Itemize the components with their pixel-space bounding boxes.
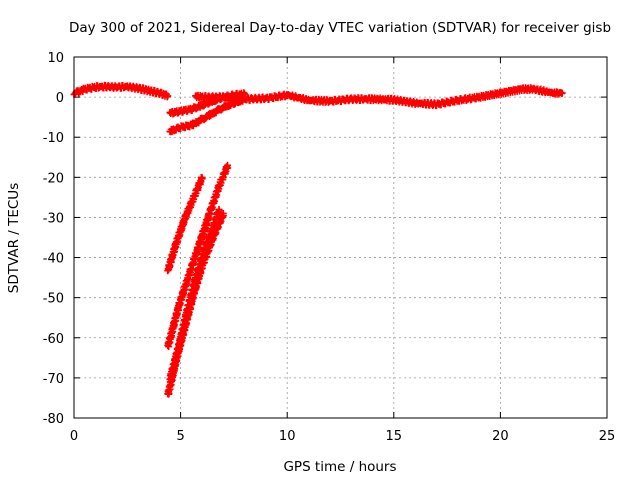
y-tick-label: 0 [56, 91, 64, 106]
ticks: 0 5 10 15 20 25 10 0 -10 -20 -30 -40 -50 -60 -70 -80 [43, 51, 616, 444]
x-tick-label: 5 [176, 429, 184, 444]
series-main-trace-2 [192, 84, 566, 110]
x-tick-label: 20 [492, 429, 509, 444]
data-point [198, 173, 206, 181]
y-tick-label: -20 [43, 171, 64, 186]
series-branch-upper [166, 89, 249, 118]
data-point [224, 161, 232, 169]
series-steep-1 [164, 173, 206, 275]
series-steep-2 [164, 161, 232, 351]
y-tick-label: -30 [43, 211, 64, 226]
chart-title: Day 300 of 2021, Sidereal Day-to-day VTE… [69, 20, 611, 36]
x-tick-label: 10 [279, 429, 296, 444]
y-tick-label: -80 [43, 412, 64, 427]
y-tick-label: -50 [43, 292, 64, 307]
data-point [241, 95, 249, 103]
data-point [215, 205, 223, 213]
series-main-trace [70, 81, 172, 101]
x-tick-label: 0 [70, 429, 78, 444]
y-tick-label: -10 [43, 131, 64, 146]
y-tick-label: -60 [43, 332, 64, 347]
series-branch-lower [166, 94, 249, 136]
y-tick-label: -40 [43, 252, 64, 267]
plot-area [70, 81, 566, 398]
y-tick-label: 10 [47, 51, 64, 66]
series-steep-4 [166, 205, 223, 383]
y-tick-label: -70 [43, 372, 64, 387]
data-point [164, 92, 172, 100]
plot-frame [73, 56, 608, 419]
x-tick-label: 15 [386, 429, 403, 444]
y-axis-label: SDTVAR / TECUs [6, 183, 22, 293]
x-tick-label: 25 [599, 429, 616, 444]
data-point [558, 89, 566, 97]
grid [74, 57, 607, 418]
x-axis-label: GPS time / hours [283, 459, 396, 475]
